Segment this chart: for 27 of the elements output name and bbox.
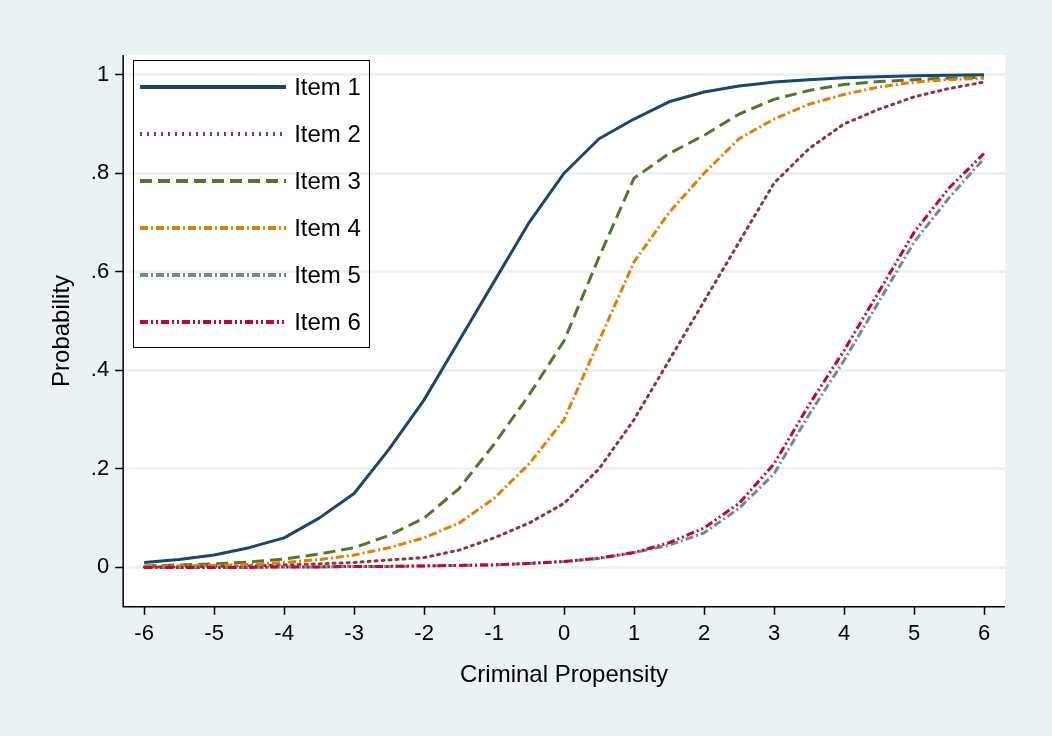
y-tick-label: 0 <box>96 553 110 579</box>
y-tick-label: .2 <box>90 454 110 480</box>
x-tick-label: -2 <box>414 620 434 646</box>
legend-label: Item 2 <box>294 119 361 148</box>
x-tick-label: -5 <box>204 620 224 646</box>
legend-label: Item 3 <box>294 166 361 195</box>
x-tick-label: -4 <box>274 620 294 646</box>
x-tick-label: 1 <box>627 620 641 646</box>
x-tick-label: 2 <box>697 620 711 646</box>
x-tick-label: -3 <box>344 620 364 646</box>
y-tick-label: 1 <box>96 60 110 86</box>
x-tick-label: 4 <box>837 620 851 646</box>
y-tick-label: .6 <box>90 257 110 283</box>
x-axis-title: Criminal Propensity <box>460 660 669 688</box>
legend-label: Item 6 <box>294 307 361 336</box>
legend-label: Item 5 <box>294 260 361 289</box>
x-tick-label: 0 <box>557 620 571 646</box>
x-tick-label: 3 <box>767 620 781 646</box>
x-tick-label: -1 <box>484 620 504 646</box>
y-tick-label: .4 <box>90 356 110 382</box>
y-axis-title: Probability <box>47 274 75 387</box>
legend-label: Item 1 <box>294 72 361 101</box>
x-tick-label: 6 <box>977 620 991 646</box>
x-tick-label: 5 <box>907 620 921 646</box>
y-tick-label: .8 <box>90 159 110 185</box>
legend-label: Item 4 <box>294 213 361 242</box>
x-tick-label: -6 <box>134 620 154 646</box>
